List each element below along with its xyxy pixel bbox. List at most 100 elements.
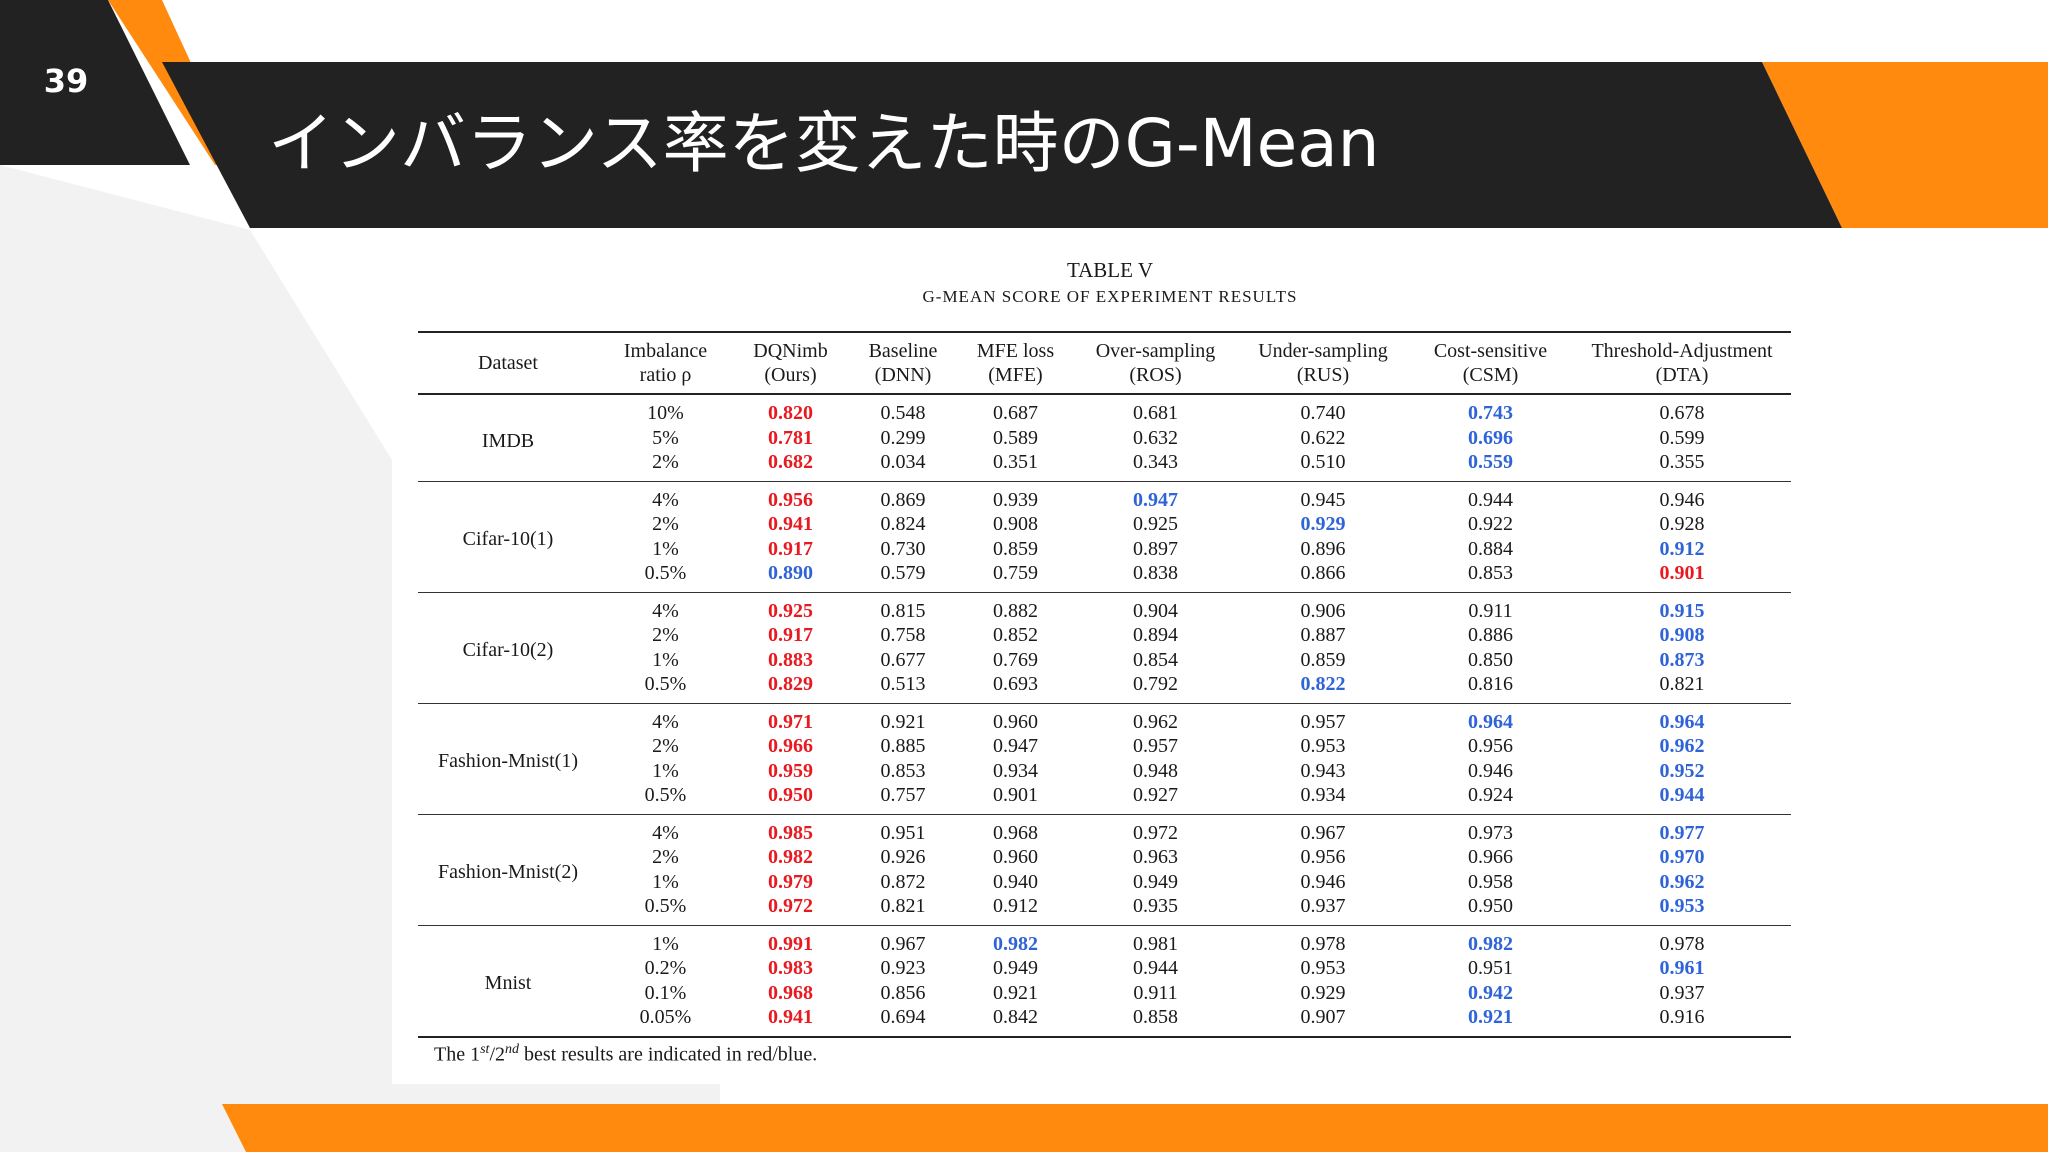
score-cell: 0.815: [880, 599, 926, 622]
imbalance-ratio-cell: 1%: [652, 759, 679, 782]
imbalance-ratio-cell: 0.1%: [644, 981, 687, 1004]
score-cell: 0.926: [880, 846, 926, 868]
score-cell: 0.872: [880, 870, 926, 893]
score-cell: 0.946: [1468, 759, 1513, 782]
score-cell: 0.901: [1659, 562, 1705, 584]
score-cell: 0.981: [1133, 932, 1178, 955]
score-cell: 0.968: [993, 821, 1038, 844]
dataset-group: Mnist 1% 0.991 0.967 0.982 0.981 0.978 0.982 0.9…: [418, 925, 1791, 1037]
table-row: 2% 0.682 0.034 0.351 0.343 0.510 0.559 0.355: [418, 450, 1791, 481]
imbalance-ratio-cell: 4%: [652, 821, 679, 844]
imbalance-ratio-cell: 1%: [652, 870, 679, 893]
table-panel: TABLE V G-MEAN SCORE OF EXPERIMENT RESUL…: [392, 238, 1828, 1084]
imbalance-ratio-cell: 4%: [652, 710, 679, 733]
score-cell: 0.548: [880, 402, 926, 424]
table-row: 1% 0.883 0.677 0.769 0.854 0.859 0.850 0.873: [418, 648, 1791, 673]
table-row: 1% 0.959 0.853 0.934 0.948 0.943 0.946 0.952: [418, 759, 1791, 784]
table-row: 0.2% 0.983 0.923 0.949 0.944 0.953 0.951 0.961: [418, 956, 1791, 981]
table-caption-title: G-MEAN SCORE OF EXPERIMENT RESULTS: [922, 287, 1298, 306]
score-cell: 0.838: [1133, 562, 1178, 584]
table-row: Fashion-Mnist(1) 4% 0.971 0.921 0.960 0.962 0.…: [418, 703, 1791, 773]
score-cell: 0.958: [1468, 870, 1513, 893]
score-cell: 0.949: [1133, 870, 1178, 893]
score-cell: 0.859: [1300, 648, 1346, 671]
score-cell: 0.907: [1300, 1006, 1346, 1028]
dataset-group: IMDB 10% 0.820 0.548 0.687 0.681 0.740 0.743 0.6…: [418, 394, 1791, 481]
score-cell: 0.972: [768, 895, 813, 917]
column-header: Imbalance ratio ρ: [598, 332, 733, 394]
score-cell: 0.912: [1659, 537, 1705, 560]
table-row: Cifar-10(1) 4% 0.956 0.869 0.939 0.947 0.945 0.…: [418, 481, 1791, 551]
column-header: Over-sampling (ROS): [1073, 332, 1238, 394]
imbalance-ratio-cell: 2%: [652, 846, 679, 868]
table-row: 2% 0.917 0.758 0.852 0.894 0.887 0.886 0.908: [418, 623, 1791, 648]
imbalance-ratio-cell: 4%: [652, 488, 679, 511]
score-cell: 0.917: [768, 537, 813, 560]
dataset-name-cell: Cifar-10(2): [462, 639, 554, 662]
score-cell: 0.956: [1468, 735, 1513, 757]
table-row: 2% 0.966 0.885 0.947 0.957 0.953 0.956 0.962: [418, 734, 1791, 759]
score-cell: 0.956: [1300, 846, 1346, 868]
score-cell: 0.947: [993, 735, 1038, 757]
dataset-name-cell: Cifar-10(1): [462, 528, 554, 551]
table-row: 1% 0.917 0.730 0.859 0.897 0.896 0.884 0.912: [418, 537, 1791, 562]
column-header-abbrev: (Ours): [764, 364, 817, 386]
column-header-abbrev: (ROS): [1129, 364, 1182, 386]
score-cell: 0.351: [993, 451, 1038, 473]
imbalance-ratio-cell: 2%: [652, 513, 679, 535]
score-cell: 0.852: [993, 624, 1038, 646]
imbalance-ratio-cell: 2%: [652, 451, 679, 473]
score-cell: 0.820: [768, 402, 813, 424]
score-cell: 0.769: [993, 648, 1038, 671]
dataset-name-cell: Fashion-Mnist(2): [438, 861, 578, 884]
table-row: Cifar-10(2) 4% 0.925 0.815 0.882 0.904 0.906 0.…: [418, 592, 1791, 662]
score-cell: 0.964: [1468, 710, 1513, 733]
table-row: 0.5% 0.950 0.757 0.901 0.927 0.934 0.924 0.944: [418, 783, 1791, 814]
score-cell: 0.792: [1133, 673, 1178, 695]
column-header-label: Dataset: [478, 352, 538, 374]
score-cell: 0.589: [993, 426, 1038, 449]
page-number: 39: [43, 62, 89, 100]
score-cell: 0.944: [1659, 784, 1705, 806]
score-cell: 0.948: [1133, 759, 1178, 782]
score-cell: 0.940: [993, 870, 1038, 893]
score-cell: 0.927: [1133, 784, 1178, 806]
score-cell: 0.977: [1659, 821, 1705, 844]
dark-title-band: [162, 62, 1842, 228]
score-cell: 0.034: [880, 451, 926, 473]
score-cell: 0.935: [1133, 895, 1178, 917]
score-cell: 0.942: [1468, 981, 1513, 1004]
score-cell: 0.943: [1300, 759, 1346, 782]
score-cell: 0.829: [768, 673, 813, 695]
score-cell: 0.850: [1468, 648, 1513, 671]
score-cell: 0.924: [1468, 784, 1513, 806]
column-header-abbrev: (MFE): [988, 364, 1043, 386]
table-row: 2% 0.941 0.824 0.908 0.925 0.929 0.922 0.928: [418, 512, 1791, 537]
score-cell: 0.921: [993, 981, 1038, 1004]
score-cell: 0.956: [768, 488, 813, 511]
score-cell: 0.743: [1468, 402, 1513, 424]
imbalance-ratio-cell: 10%: [647, 402, 684, 424]
score-cell: 0.687: [993, 402, 1038, 424]
score-cell: 0.693: [993, 673, 1038, 695]
score-cell: 0.946: [1659, 488, 1705, 511]
column-header: Cost-sensitive (CSM): [1408, 332, 1573, 394]
score-cell: 0.759: [993, 562, 1038, 584]
column-header: Under-sampling (RUS): [1238, 332, 1408, 394]
score-cell: 0.873: [1659, 648, 1705, 671]
imbalance-ratio-cell: 4%: [652, 599, 679, 622]
score-cell: 0.944: [1133, 957, 1178, 979]
score-cell: 0.510: [1300, 451, 1346, 473]
score-cell: 0.906: [1300, 599, 1346, 622]
dataset-name-cell: Fashion-Mnist(1): [438, 750, 578, 773]
score-cell: 0.579: [880, 562, 926, 584]
slide-title: インバランス率を変えた時のG-Mean: [268, 105, 1380, 182]
score-cell: 0.957: [1133, 735, 1178, 757]
column-header-label: Imbalance: [623, 340, 708, 362]
score-cell: 0.856: [880, 981, 926, 1004]
score-cell: 0.824: [880, 513, 926, 535]
score-cell: 0.355: [1659, 451, 1705, 473]
score-cell: 0.842: [993, 1006, 1038, 1028]
imbalance-ratio-cell: 1%: [652, 648, 679, 671]
score-cell: 0.923: [880, 957, 926, 979]
